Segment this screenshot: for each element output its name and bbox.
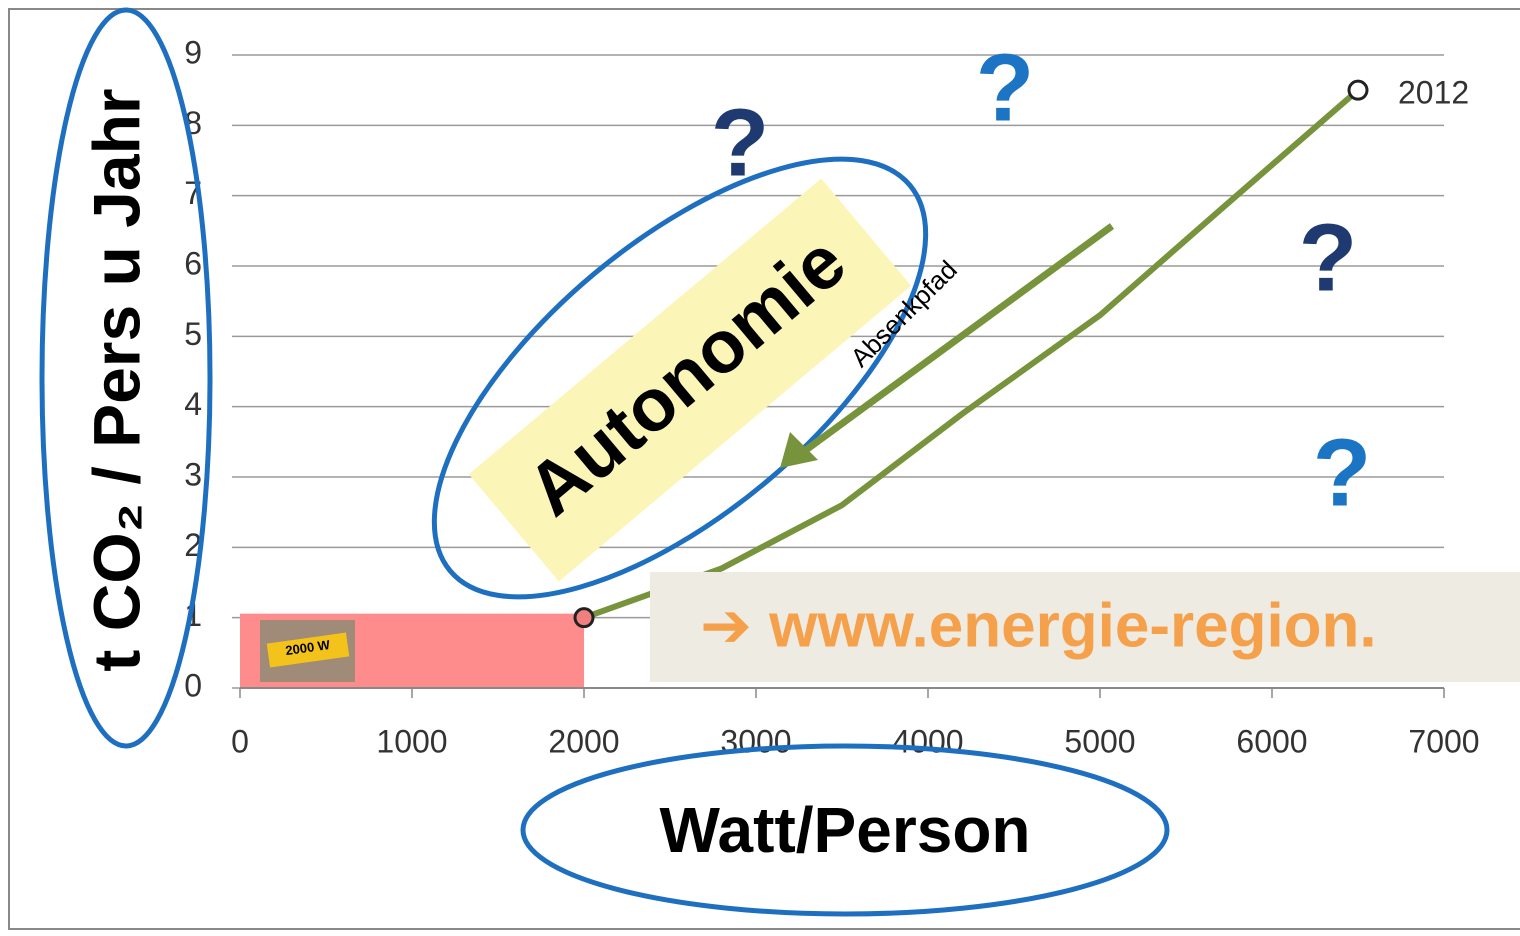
point	[573, 607, 595, 629]
y-tick-label: 0	[184, 667, 202, 703]
link-box	[650, 572, 1520, 682]
y-axis-label: t CO₂ / Pers u Jahr	[79, 88, 153, 671]
line	[582, 87, 1360, 621]
x-tick-label: 7000	[1408, 723, 1479, 759]
arrow-head	[780, 432, 818, 468]
sign-board	[266, 632, 350, 668]
x-tick-label: 3000	[720, 723, 791, 759]
question: ?	[711, 89, 770, 196]
x-tick-label: 1000	[376, 723, 447, 759]
ellipse	[431, 156, 929, 600]
y-tick-label: 6	[184, 245, 202, 281]
x-tick-label: 5000	[1064, 723, 1135, 759]
autonomie-bg	[468, 178, 912, 582]
y-tick-label: 3	[184, 456, 202, 492]
sign: 2000 W	[260, 620, 355, 682]
x-axis-label: Watt/Person	[660, 794, 1031, 866]
y-tick-label: 5	[184, 316, 202, 352]
ellipse	[520, 743, 1170, 917]
arrow	[792, 223, 1115, 461]
ellipse	[39, 7, 213, 749]
question: ?	[976, 34, 1035, 141]
point	[1347, 79, 1369, 101]
x-tick-label: 2000	[548, 723, 619, 759]
x-tick-label: 0	[231, 723, 249, 759]
y-tick-label: 4	[184, 386, 202, 422]
point-label: 2012	[1398, 75, 1469, 111]
x-tick-label: 4000	[892, 723, 963, 759]
link-text: ➔ www.energie-region.	[700, 591, 1377, 660]
x-tick-label: 6000	[1236, 723, 1307, 759]
y-tick-label: 9	[184, 34, 202, 70]
question: ?	[1313, 419, 1372, 526]
frame	[8, 8, 1520, 930]
sign-label: 2000 W	[284, 637, 331, 658]
question: ?	[1299, 204, 1358, 311]
